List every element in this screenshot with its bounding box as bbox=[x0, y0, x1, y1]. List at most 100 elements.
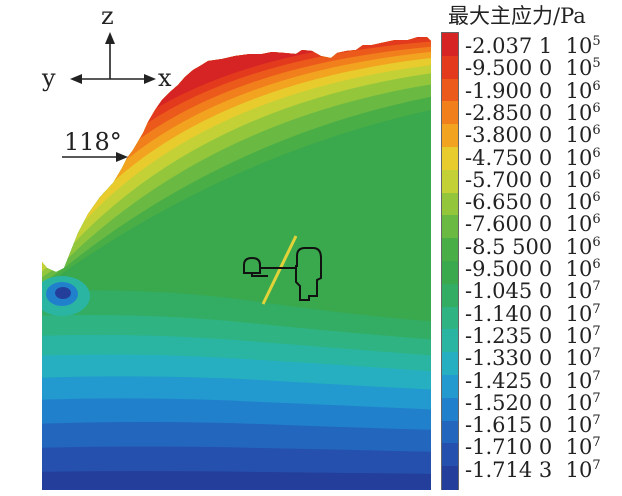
legend-label: -8.5 500 106 bbox=[465, 232, 601, 258]
legend-label: -1.710 0 107 bbox=[465, 432, 601, 458]
legend-mantissa: -1.425 0 bbox=[465, 368, 553, 393]
legend-base: 10 bbox=[565, 457, 593, 482]
legend-mantissa: -6.650 0 bbox=[465, 190, 553, 215]
stress-field bbox=[42, 37, 431, 490]
legend-base: 10 bbox=[565, 56, 593, 81]
legend-swatch bbox=[442, 283, 458, 308]
legend-label: -1.330 0 107 bbox=[465, 343, 601, 369]
legend-mantissa: -2.037 1 bbox=[465, 34, 553, 58]
small-cavern bbox=[243, 256, 261, 274]
legend-label: -1.900 0 106 bbox=[465, 76, 601, 102]
legend-swatch bbox=[442, 55, 458, 80]
legend-base: 10 bbox=[565, 346, 593, 371]
legend-base: 10 bbox=[565, 301, 593, 326]
legend-swatch bbox=[442, 397, 458, 422]
legend-swatch bbox=[442, 33, 458, 57]
legend-label: -1.714 3 107 bbox=[465, 455, 601, 481]
legend-base: 10 bbox=[565, 145, 593, 170]
legend-mantissa: -7.600 0 bbox=[465, 212, 553, 237]
legend-base: 10 bbox=[565, 323, 593, 348]
angle-arrow-head bbox=[116, 152, 128, 162]
legend-swatch bbox=[442, 443, 458, 467]
legend-swatch bbox=[442, 169, 458, 194]
legend-mantissa: -8.5 500 bbox=[465, 234, 553, 259]
legend-label: -9.500 0 105 bbox=[465, 53, 601, 79]
legend-swatch bbox=[442, 238, 458, 262]
legend-title: 最大主应力/Pa bbox=[448, 4, 586, 28]
legend-mantissa: -9.500 0 bbox=[465, 56, 553, 81]
legend-base: 10 bbox=[565, 413, 593, 438]
legend-mantissa: -1.710 0 bbox=[465, 435, 553, 460]
legend-label: -2.037 1 105 bbox=[465, 31, 601, 57]
legend-base: 10 bbox=[565, 435, 593, 460]
legend-swatch bbox=[442, 101, 458, 125]
legend-label: -1.140 0 107 bbox=[465, 299, 601, 325]
legend-label: -5.700 0 106 bbox=[465, 165, 601, 191]
legend-exponent: 7 bbox=[592, 457, 601, 473]
legend-exponent: 7 bbox=[592, 279, 601, 295]
legend-base: 10 bbox=[565, 167, 593, 192]
legend-exponent: 6 bbox=[592, 190, 601, 206]
fault-line bbox=[261, 235, 298, 305]
legend-base: 10 bbox=[565, 190, 593, 215]
legend-mantissa: -1.615 0 bbox=[465, 413, 553, 438]
legend-exponent: 5 bbox=[592, 56, 601, 72]
legend-exponent: 5 bbox=[592, 34, 601, 49]
z-axis-label: z bbox=[101, 2, 114, 30]
legend-exponent: 6 bbox=[592, 212, 601, 228]
legend-swatch bbox=[442, 329, 458, 353]
legend-color-bar bbox=[441, 32, 459, 490]
legend-exponent: 6 bbox=[592, 234, 601, 250]
legend-label: -6.650 0 106 bbox=[465, 187, 601, 213]
angle-indicator bbox=[62, 152, 128, 162]
legend-swatch bbox=[442, 420, 458, 444]
legend-mantissa: -9.500 0 bbox=[465, 257, 553, 281]
legend-base: 10 bbox=[565, 279, 593, 304]
legend-swatch bbox=[442, 147, 458, 171]
legend-exponent: 6 bbox=[592, 167, 601, 183]
legend-base: 10 bbox=[565, 212, 593, 237]
legend-swatch bbox=[442, 124, 458, 148]
legend-base: 10 bbox=[565, 390, 593, 415]
legend-base: 10 bbox=[565, 34, 593, 58]
axis-triad bbox=[70, 32, 156, 84]
legend-label: -4.750 0 106 bbox=[465, 143, 601, 169]
legend-exponent: 6 bbox=[592, 123, 601, 139]
wall-angle-label: 118° bbox=[64, 128, 122, 156]
legend-mantissa: -5.700 0 bbox=[465, 167, 553, 192]
legend-swatch bbox=[442, 261, 458, 285]
legend-mantissa: -2.850 0 bbox=[465, 100, 553, 125]
legend-label: -1.520 0 107 bbox=[465, 388, 601, 414]
legend-exponent: 7 bbox=[592, 323, 601, 339]
legend-swatch bbox=[442, 215, 458, 239]
legend-exponent: 6 bbox=[592, 257, 601, 272]
excavation-outline bbox=[243, 247, 322, 301]
legend-mantissa: -1.140 0 bbox=[465, 301, 553, 326]
legend-label: -1.235 0 107 bbox=[465, 321, 601, 347]
legend-swatch bbox=[442, 78, 458, 102]
small-cavern-tail bbox=[251, 273, 268, 277]
legend-swatch bbox=[442, 352, 458, 376]
legend-exponent: 7 bbox=[592, 413, 601, 429]
legend-exponent: 6 bbox=[592, 100, 601, 116]
legend-exponent: 7 bbox=[592, 390, 601, 406]
legend-base: 10 bbox=[565, 100, 593, 125]
legend-label: -1.615 0 107 bbox=[465, 410, 601, 436]
legend-base: 10 bbox=[565, 234, 593, 259]
legend-exponent: 6 bbox=[592, 145, 601, 161]
legend-mantissa: -1.900 0 bbox=[465, 78, 553, 103]
legend-label: -3.800 0 106 bbox=[465, 120, 601, 146]
legend-swatch bbox=[442, 375, 458, 399]
legend-mantissa: -3.800 0 bbox=[465, 123, 553, 148]
legend-label: -7.600 0 106 bbox=[465, 209, 601, 235]
legend-mantissa: -1.330 0 bbox=[465, 346, 553, 371]
legend-base: 10 bbox=[565, 78, 593, 103]
y-axis-label: y bbox=[42, 64, 56, 92]
legend-swatch bbox=[442, 306, 458, 330]
band-19 bbox=[42, 471, 431, 490]
legend-mantissa: -4.750 0 bbox=[465, 145, 553, 170]
legend-base: 10 bbox=[565, 257, 593, 281]
toe-zone-core bbox=[55, 287, 71, 299]
